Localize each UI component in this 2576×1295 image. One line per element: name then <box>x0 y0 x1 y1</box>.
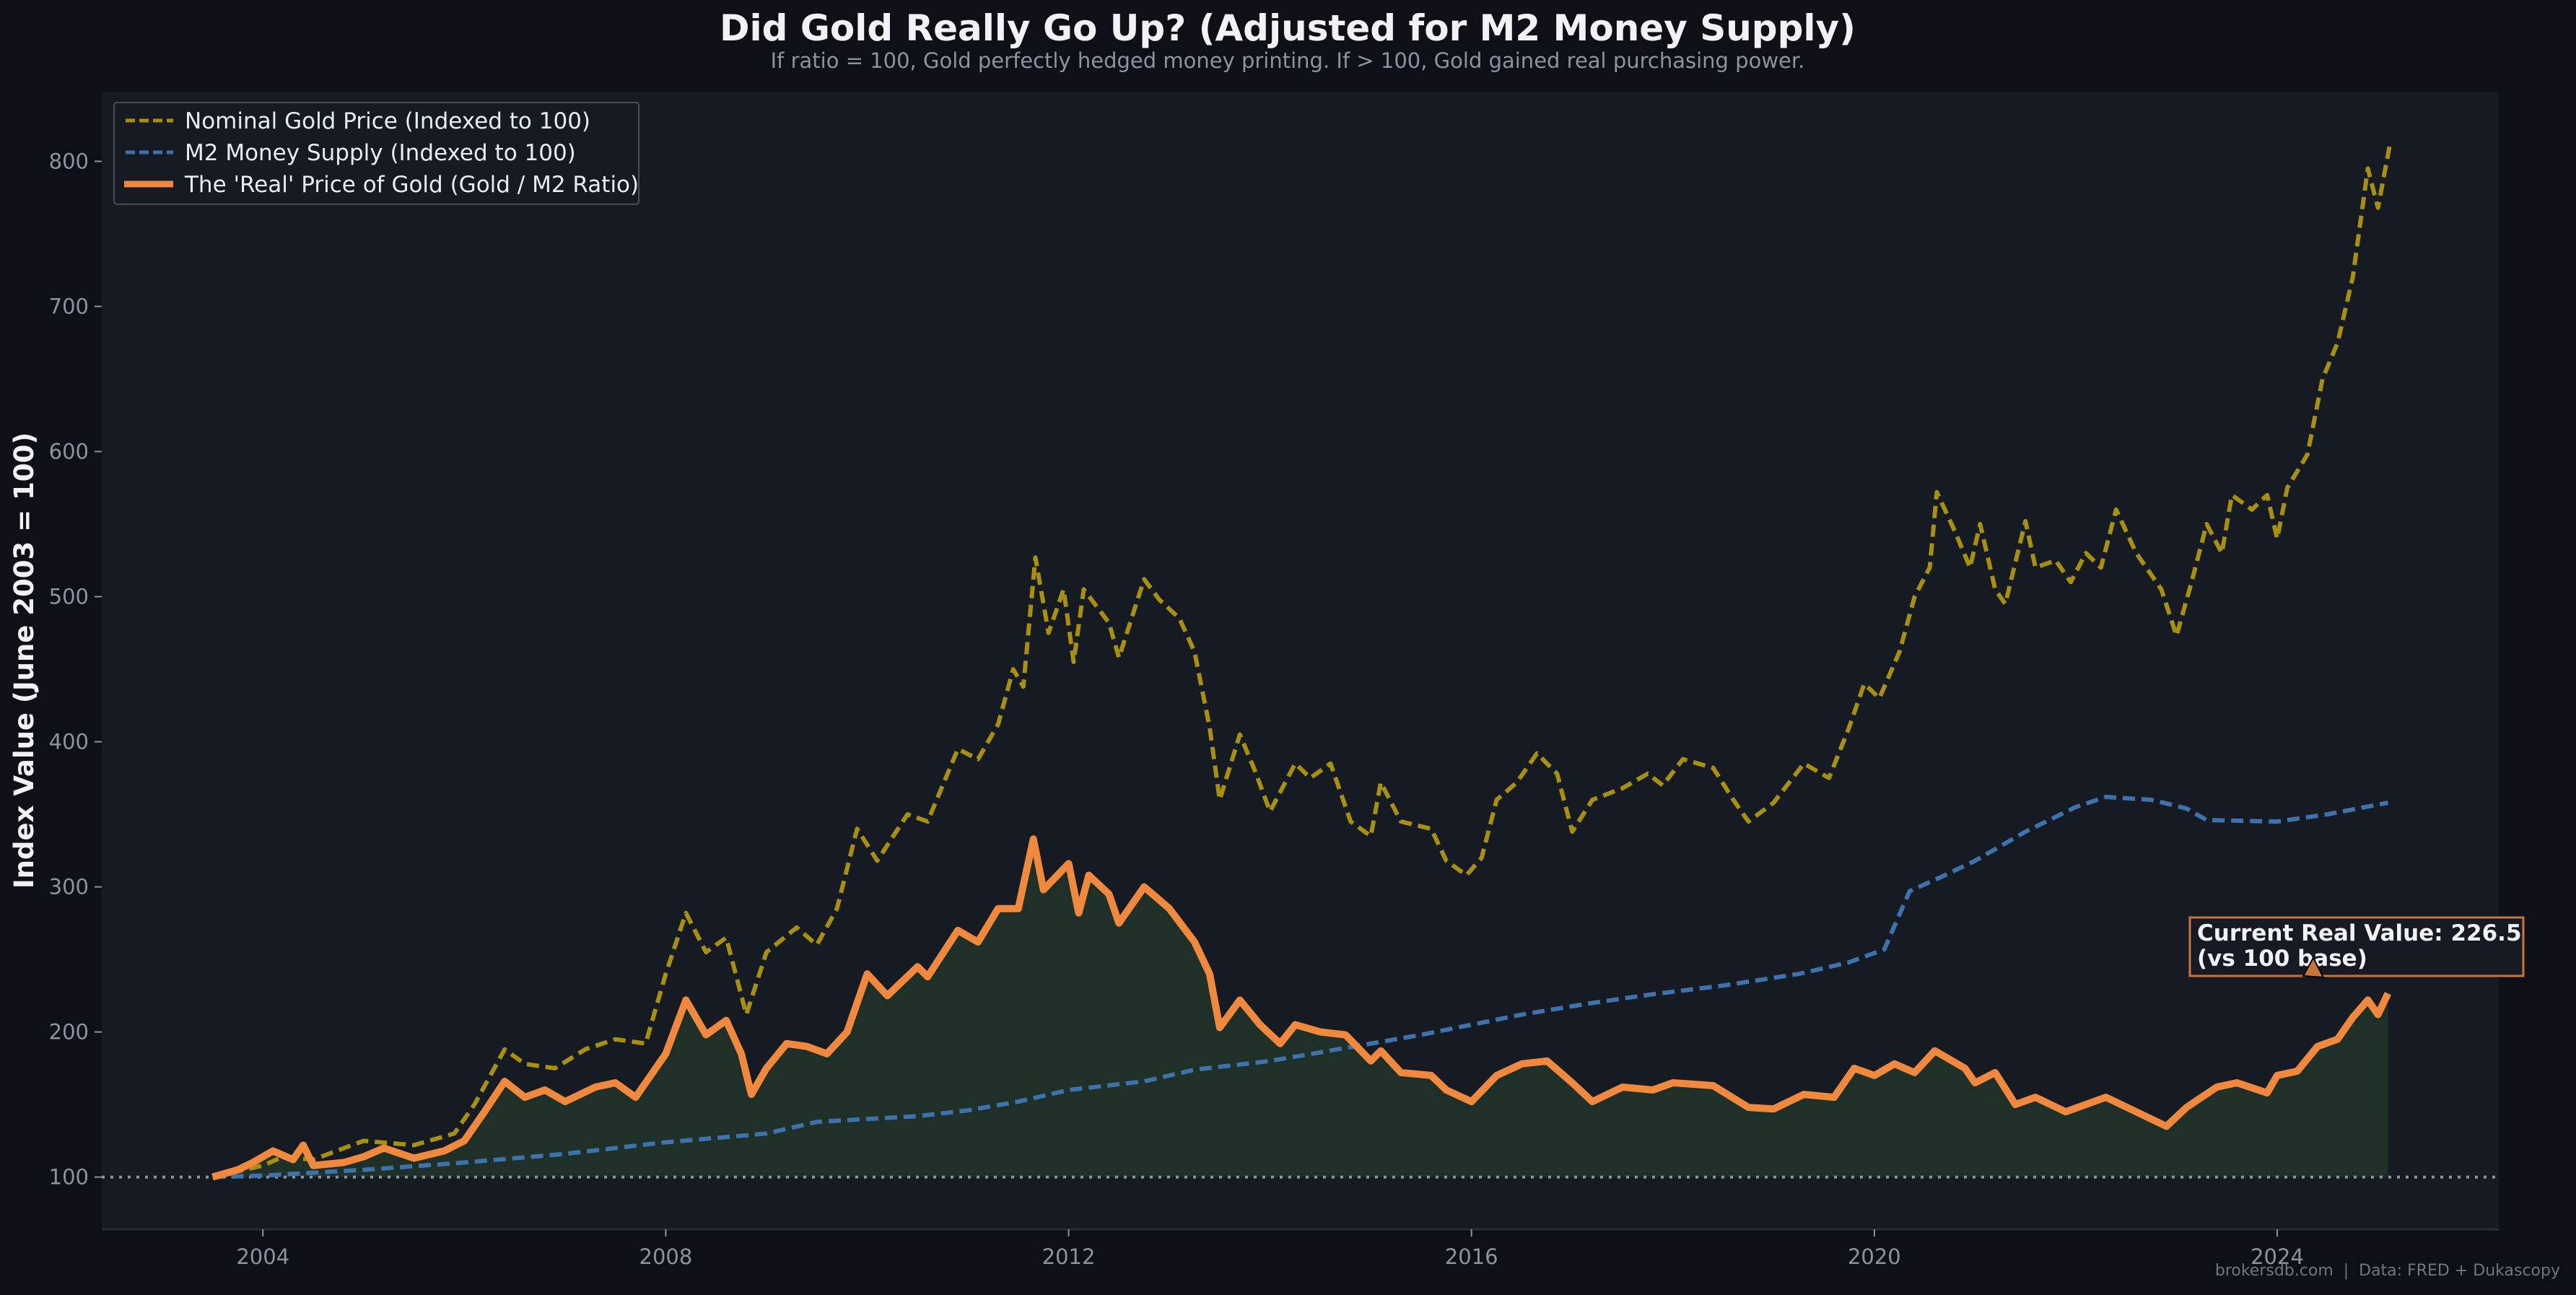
x-tick-label: 2016 <box>1445 1244 1498 1269</box>
y-tick-label: 300 <box>49 875 89 899</box>
footer-credit: brokersdb.com | Data: FRED + Dukascopy <box>2215 1262 2560 1280</box>
legend: Nominal Gold Price (Indexed to 100) M2 M… <box>113 102 639 205</box>
x-tick-label: 2024 <box>2250 1244 2304 1269</box>
y-axis: 100 200 300 400 500 600 700 800 <box>49 149 102 1190</box>
legend-label-real-gold: The 'Real' Price of Gold (Gold / M2 Rati… <box>184 172 639 198</box>
y-tick-label: 800 <box>49 149 89 173</box>
y-tick-label: 100 <box>49 1165 89 1190</box>
m2-line <box>212 795 2389 1180</box>
y-tick-label: 200 <box>49 1020 89 1045</box>
x-tick-label: 2004 <box>236 1244 289 1269</box>
annotation: Current Real Value: 226.5 (vs 100 base) <box>2188 916 2525 979</box>
annotation-line-1: Current Real Value: 226.5 <box>2197 920 2522 946</box>
plot-marks <box>102 143 2499 1181</box>
annotation-arrow-icon <box>2302 956 2325 979</box>
x-tick-label: 2012 <box>1042 1244 1096 1269</box>
x-tick-label: 2020 <box>1848 1244 1901 1269</box>
annotation-box <box>2188 916 2525 977</box>
y-axis-label: Index Value (June 2003 = 100) <box>9 432 40 889</box>
real-gold-line <box>211 835 2392 1181</box>
y-tick-label: 700 <box>49 295 89 319</box>
annotation-line-2: (vs 100 base) <box>2197 946 2367 972</box>
y-tick-label: 500 <box>49 585 89 609</box>
chart-title: Did Gold Really Go Up? (Adjusted for M2 … <box>720 7 1856 49</box>
y-tick-label: 600 <box>49 440 89 464</box>
x-axis: 2004 2008 2012 2016 2020 2024 <box>102 1228 2499 1269</box>
legend-label-nominal-gold: Nominal Gold Price (Indexed to 100) <box>185 108 590 134</box>
legend-label-m2: M2 Money Supply (Indexed to 100) <box>185 140 576 166</box>
y-tick-label: 400 <box>49 730 89 754</box>
chart-subtitle: If ratio = 100, Gold perfectly hedged mo… <box>771 48 1805 73</box>
x-tick-label: 2008 <box>639 1244 693 1269</box>
legend-box <box>113 102 639 205</box>
